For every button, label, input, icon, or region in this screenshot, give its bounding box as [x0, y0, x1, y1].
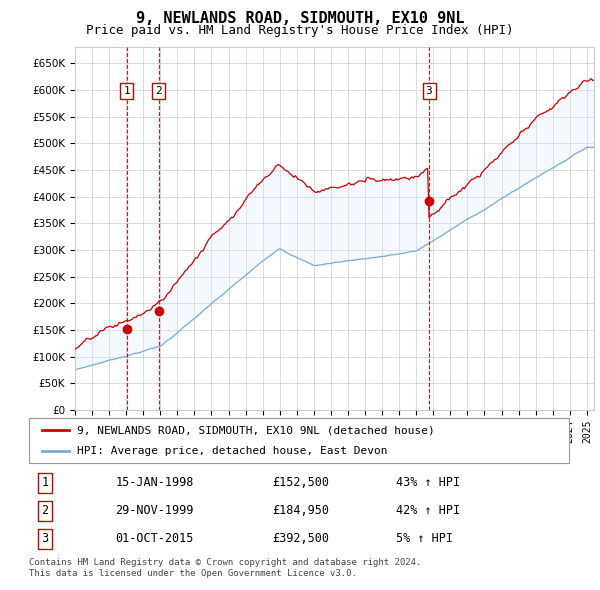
Text: Price paid vs. HM Land Registry's House Price Index (HPI): Price paid vs. HM Land Registry's House …: [86, 24, 514, 37]
Text: This data is licensed under the Open Government Licence v3.0.: This data is licensed under the Open Gov…: [29, 569, 356, 578]
Text: 9, NEWLANDS ROAD, SIDMOUTH, EX10 9NL (detached house): 9, NEWLANDS ROAD, SIDMOUTH, EX10 9NL (de…: [77, 425, 435, 435]
Text: HPI: Average price, detached house, East Devon: HPI: Average price, detached house, East…: [77, 446, 388, 456]
Text: £152,500: £152,500: [272, 477, 329, 490]
Text: 01-OCT-2015: 01-OCT-2015: [115, 532, 194, 545]
Text: 29-NOV-1999: 29-NOV-1999: [115, 504, 194, 517]
Text: 5% ↑ HPI: 5% ↑ HPI: [396, 532, 453, 545]
Text: 3: 3: [41, 532, 49, 545]
Text: 3: 3: [425, 86, 433, 96]
Text: 9, NEWLANDS ROAD, SIDMOUTH, EX10 9NL: 9, NEWLANDS ROAD, SIDMOUTH, EX10 9NL: [136, 11, 464, 25]
Text: 1: 1: [41, 477, 49, 490]
Text: 42% ↑ HPI: 42% ↑ HPI: [396, 504, 460, 517]
Text: 1: 1: [124, 86, 130, 96]
Text: £392,500: £392,500: [272, 532, 329, 545]
Text: £184,950: £184,950: [272, 504, 329, 517]
Text: 15-JAN-1998: 15-JAN-1998: [115, 477, 194, 490]
Text: 43% ↑ HPI: 43% ↑ HPI: [396, 477, 460, 490]
Text: 2: 2: [41, 504, 49, 517]
Text: Contains HM Land Registry data © Crown copyright and database right 2024.: Contains HM Land Registry data © Crown c…: [29, 558, 421, 566]
Text: 2: 2: [155, 86, 162, 96]
